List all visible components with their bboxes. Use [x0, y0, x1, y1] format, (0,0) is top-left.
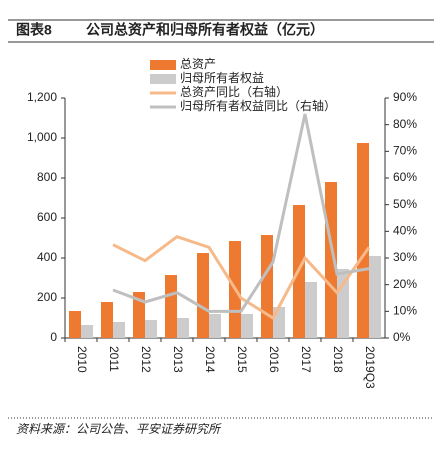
- bar: [357, 143, 369, 338]
- line-series: [112, 113, 370, 313]
- bar: [69, 311, 81, 338]
- bar: [177, 318, 189, 338]
- y2-tick-label: 0%: [393, 330, 411, 344]
- x-tick-label: 2012: [139, 346, 153, 373]
- y2-tick-label: 30%: [393, 250, 417, 264]
- x-tick-label: 2013: [171, 346, 185, 373]
- y2-tick-label: 80%: [393, 117, 417, 131]
- legend-swatch: [150, 74, 176, 84]
- legend-label: 总资产: [180, 57, 216, 71]
- y2-tick-label: 20%: [393, 277, 417, 291]
- x-tick-label: 2016: [267, 346, 281, 373]
- bar: [261, 235, 273, 338]
- y2-tick-label: 40%: [393, 224, 417, 238]
- legend-label: 归母所有者权益同比（右轴）: [180, 98, 336, 113]
- bar: [133, 292, 145, 338]
- y-tick-label: 1,200: [27, 90, 57, 104]
- figure-label: 图表8: [16, 22, 52, 38]
- x-tick-label: 2017: [299, 346, 313, 373]
- x-tick-label: 2018: [331, 346, 345, 373]
- source: 资料来源：公司公告、平安证券研究所: [16, 422, 222, 436]
- bar: [209, 314, 221, 338]
- y2-tick-label: 60%: [393, 170, 417, 184]
- x-tick-label: 2014: [203, 346, 217, 373]
- chart-title: 公司总资产和归母所有者权益（亿元）: [86, 22, 324, 38]
- x-tick-label: 2019Q3: [363, 346, 377, 389]
- x-tick-label: 2011: [107, 346, 121, 372]
- bar: [81, 325, 93, 338]
- y-tick-label: 1,000: [27, 130, 57, 144]
- bar: [369, 256, 381, 338]
- y2-tick-label: 90%: [393, 90, 417, 104]
- y-tick-label: 0: [50, 330, 57, 344]
- bar: [113, 322, 125, 338]
- y-tick-label: 200: [37, 290, 57, 304]
- x-tick-label: 2010: [75, 346, 89, 373]
- y-tick-label: 400: [37, 250, 57, 264]
- bar: [197, 253, 209, 338]
- legend-swatch: [150, 60, 176, 70]
- bar: [145, 320, 157, 338]
- y-tick-label: 600: [37, 210, 57, 224]
- bar: [101, 302, 113, 338]
- y2-tick-label: 50%: [393, 197, 417, 211]
- y2-tick-label: 70%: [393, 144, 417, 158]
- bar: [241, 314, 253, 338]
- bar: [305, 282, 317, 338]
- x-tick-label: 2015: [235, 346, 249, 373]
- bar: [325, 182, 337, 338]
- y2-tick-label: 10%: [393, 304, 417, 318]
- legend-label: 总资产同比（右轴）: [180, 84, 288, 99]
- line-series: [112, 234, 371, 321]
- y-tick-label: 800: [37, 170, 57, 184]
- bar: [165, 275, 177, 338]
- legend-label: 归母所有者权益: [180, 71, 264, 85]
